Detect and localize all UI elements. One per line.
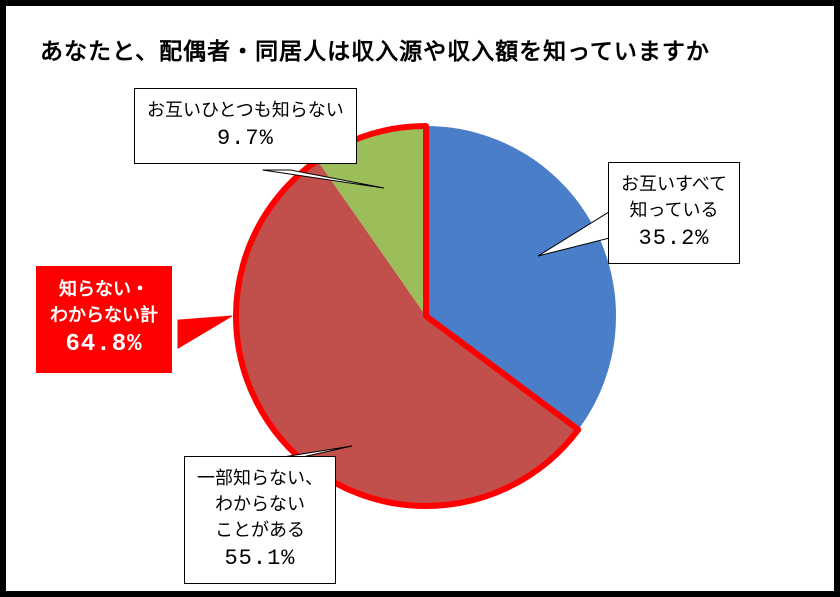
leader-wedge [178,316,232,348]
callout-label: ことがある [215,520,305,540]
callout-label: 知らない・ [59,279,149,299]
callout-label: わからない計 [50,305,158,325]
chart-frame: あなたと、配偶者・同居人は収入源や収入額を知っていますか お互いすべて 知ってい… [0,0,840,597]
callout-label: お互いひとつも知らない [147,100,344,120]
callout-pct: 9.7% [217,126,274,151]
callout-pct: 55.1% [224,546,295,571]
leader-wedge [538,209,614,256]
callout-pct: 35.2% [639,226,710,251]
callout-label: 知っている [629,200,718,220]
callout-pct: 64.8% [65,331,142,358]
callout-label: 一部知らない、 [197,468,323,488]
callout-group-unknown: 知らない・ わからない計 64.8% [36,266,172,373]
callout-label: わからない [215,494,305,514]
callout-none-known: お互いひとつも知らない 9.7% [134,88,357,164]
leader-wedge [263,170,384,188]
callout-all-known: お互いすべて 知っている 35.2% [608,162,740,264]
callout-label: お互いすべて [621,174,727,194]
callout-partial-unknown: 一部知らない、 わからない ことがある 55.1% [184,456,336,584]
